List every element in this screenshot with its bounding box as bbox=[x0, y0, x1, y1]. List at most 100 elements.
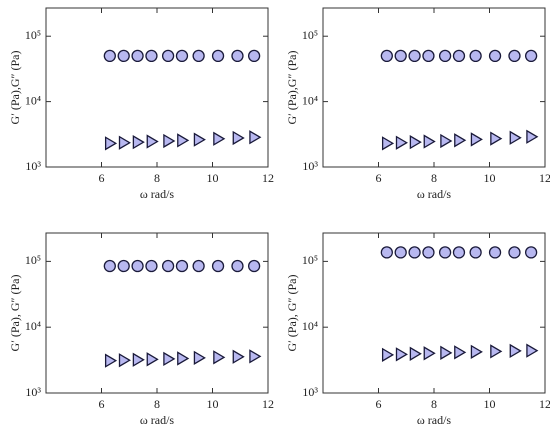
y-tick-label: 10³ bbox=[302, 385, 318, 399]
x-tick-label: 10 bbox=[484, 171, 496, 185]
y-tick-label: 10⁴ bbox=[302, 319, 318, 333]
data-point bbox=[409, 134, 422, 150]
data-point bbox=[408, 49, 421, 63]
data-point bbox=[438, 49, 452, 63]
data-point bbox=[490, 131, 503, 146]
data-point bbox=[213, 131, 226, 146]
data-point bbox=[247, 49, 261, 63]
y-tick-label: 10⁵ bbox=[25, 253, 41, 267]
data-point bbox=[211, 259, 225, 273]
y-tick-label: 10³ bbox=[302, 159, 318, 173]
data-point bbox=[423, 134, 436, 149]
y-axis-label: G′ (Pa), G″ (Pa) bbox=[285, 275, 299, 352]
data-point bbox=[175, 49, 189, 63]
x-tick-label: 8 bbox=[154, 397, 160, 411]
data-point bbox=[422, 49, 435, 63]
y-tick-label: 10³ bbox=[25, 159, 41, 173]
x-tick-label: 10 bbox=[207, 397, 219, 411]
data-point bbox=[469, 49, 482, 63]
data-point bbox=[131, 259, 144, 273]
y-tick-label: 10⁴ bbox=[302, 93, 318, 107]
data-point bbox=[423, 346, 436, 361]
x-tick-label: 6 bbox=[99, 397, 105, 411]
x-tick-label: 8 bbox=[431, 397, 437, 411]
data-point bbox=[131, 49, 144, 63]
data-point bbox=[488, 246, 502, 259]
data-point bbox=[145, 259, 158, 273]
data-point bbox=[193, 350, 206, 365]
data-point bbox=[161, 49, 175, 63]
data-point bbox=[118, 353, 131, 368]
data-point bbox=[117, 259, 130, 273]
data-point bbox=[524, 246, 538, 259]
data-point bbox=[380, 49, 393, 63]
data-point bbox=[526, 343, 539, 358]
data-point bbox=[454, 345, 467, 360]
data-point bbox=[381, 136, 395, 151]
x-axis-label: ω rad/s bbox=[140, 413, 175, 427]
data-point bbox=[469, 246, 482, 259]
data-point bbox=[163, 133, 176, 149]
data-point bbox=[103, 49, 116, 63]
data-point bbox=[118, 135, 131, 150]
data-point bbox=[104, 136, 118, 151]
data-point bbox=[132, 352, 145, 367]
data-point bbox=[381, 347, 395, 362]
data-point bbox=[438, 246, 452, 259]
data-point bbox=[490, 344, 503, 359]
data-point bbox=[192, 49, 205, 63]
data-point bbox=[452, 49, 466, 63]
data-point bbox=[524, 49, 538, 63]
data-point bbox=[117, 49, 130, 63]
x-tick-label: 10 bbox=[207, 171, 219, 185]
data-point bbox=[508, 49, 521, 63]
data-point bbox=[395, 347, 408, 362]
data-point bbox=[470, 344, 483, 359]
data-point bbox=[231, 49, 244, 63]
y-axis-label: G′ (Pa), G″ (Pa) bbox=[8, 275, 22, 352]
x-tick-label: 12 bbox=[539, 397, 550, 411]
x-tick-label: 10 bbox=[484, 397, 496, 411]
y-tick-label: 10⁵ bbox=[25, 28, 41, 42]
y-tick-label: 10⁴ bbox=[25, 319, 41, 333]
plot-frame bbox=[45, 232, 269, 394]
data-point bbox=[488, 49, 502, 63]
x-tick-label: 8 bbox=[154, 171, 160, 185]
data-point bbox=[380, 246, 393, 259]
data-point bbox=[132, 134, 145, 150]
data-point bbox=[470, 132, 483, 147]
x-tick-label: 12 bbox=[262, 171, 274, 185]
x-tick-label: 6 bbox=[376, 397, 382, 411]
data-point bbox=[440, 133, 453, 149]
data-point bbox=[192, 259, 205, 273]
y-tick-label: 10³ bbox=[25, 385, 41, 399]
data-point bbox=[394, 246, 407, 259]
data-point bbox=[103, 259, 116, 273]
data-point bbox=[440, 345, 453, 360]
data-point bbox=[249, 130, 262, 145]
data-point bbox=[509, 343, 522, 359]
data-point bbox=[394, 49, 407, 63]
data-point bbox=[146, 352, 159, 367]
x-tick-label: 6 bbox=[99, 171, 105, 185]
data-point bbox=[232, 130, 245, 146]
data-point bbox=[422, 246, 435, 259]
x-axis-label: ω rad/s bbox=[417, 187, 452, 201]
data-point bbox=[508, 246, 521, 259]
data-point bbox=[163, 351, 176, 367]
y-tick-label: 10⁵ bbox=[302, 253, 318, 267]
y-tick-label: 10⁵ bbox=[302, 28, 318, 42]
x-tick-label: 12 bbox=[539, 171, 550, 185]
data-point bbox=[509, 130, 522, 145]
data-point bbox=[231, 259, 244, 273]
data-point bbox=[232, 349, 245, 364]
data-point bbox=[104, 353, 118, 368]
data-point bbox=[145, 49, 158, 63]
data-point bbox=[177, 133, 190, 148]
data-point bbox=[452, 246, 466, 259]
data-point bbox=[409, 346, 422, 361]
data-point bbox=[408, 246, 421, 259]
data-point bbox=[175, 259, 189, 273]
data-point bbox=[213, 350, 226, 365]
